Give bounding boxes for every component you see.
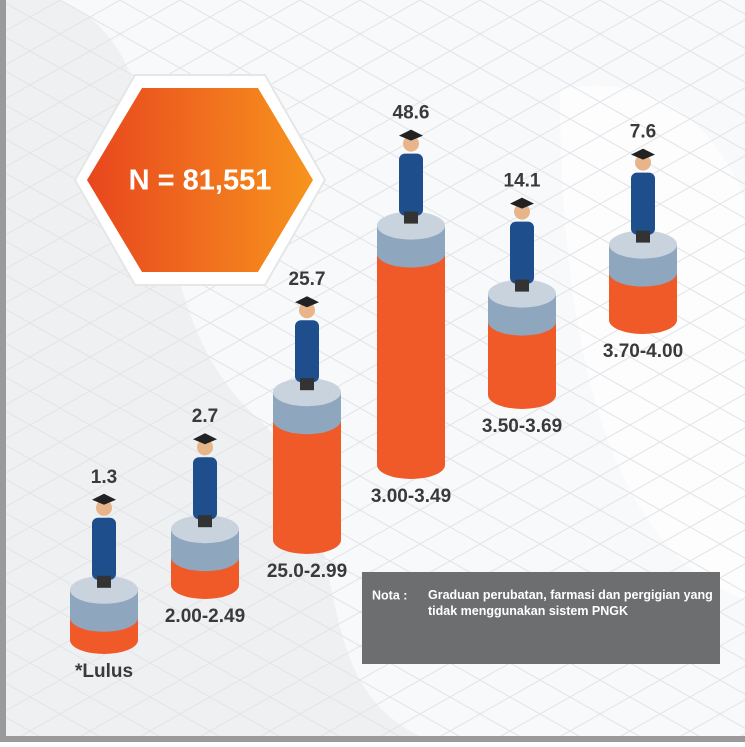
figure-cap — [92, 493, 116, 505]
cylinder-top — [70, 575, 138, 604]
value-label: 48.6 — [393, 103, 430, 124]
figure-legs — [97, 575, 111, 588]
figure-body — [510, 221, 534, 284]
cylinder-band-bottom — [273, 406, 341, 435]
figure-body — [193, 457, 217, 520]
figure-cap — [510, 197, 534, 209]
cylinder-band-bottom — [609, 258, 677, 287]
cylinder-band-bottom — [377, 239, 445, 268]
figure-cap — [295, 296, 319, 308]
value-label: 1.3 — [91, 467, 117, 488]
figure-legs — [300, 378, 314, 391]
figure-head — [403, 135, 419, 152]
category-label: 3.70-4.00 — [603, 341, 683, 362]
figure-legs — [515, 279, 529, 292]
figure-cap — [631, 148, 655, 160]
category-label: 2.00-2.49 — [165, 606, 245, 627]
figure-legs — [636, 230, 650, 243]
cylinder-band-bottom — [70, 603, 138, 632]
cylinder-top — [488, 279, 556, 308]
category-label: *Lulus — [75, 661, 133, 682]
note-box — [362, 572, 720, 664]
figure-cap — [193, 433, 217, 445]
cylinder-top — [171, 515, 239, 544]
figure-body — [92, 517, 116, 580]
figure-body — [295, 320, 319, 383]
hexagon — [87, 88, 313, 272]
cylinder-top — [377, 211, 445, 240]
value-label: 7.6 — [630, 122, 656, 143]
note-wrap: Graduan perubatan, farmasi dan pergigian… — [428, 588, 713, 618]
cylinder-band-bottom — [171, 543, 239, 572]
figure-head — [299, 302, 315, 319]
figure-head — [635, 154, 651, 171]
category-label: 3.50-3.69 — [482, 416, 562, 437]
cylinder-top — [609, 230, 677, 259]
value-label: 14.1 — [504, 171, 541, 192]
cylinder-band-bottom — [488, 307, 556, 336]
category-label: 3.00-3.49 — [371, 486, 451, 507]
figure-body — [399, 153, 423, 216]
figure-body — [631, 172, 655, 235]
note-text: Graduan perubatan, farmasi dan pergigian… — [428, 588, 713, 618]
figure-legs — [404, 211, 418, 224]
value-label: 25.7 — [289, 269, 326, 290]
value-label: 2.7 — [192, 406, 218, 427]
figure-cap — [399, 129, 423, 141]
figure-head — [197, 439, 213, 456]
figure-legs — [198, 515, 212, 528]
figure-head — [96, 499, 112, 516]
category-label: 25.0-2.99 — [267, 561, 347, 582]
cylinder-top — [273, 378, 341, 407]
n-label: N = 81,551 — [129, 165, 272, 197]
figure-head — [514, 203, 530, 220]
note-label: Nota : — [372, 588, 407, 602]
